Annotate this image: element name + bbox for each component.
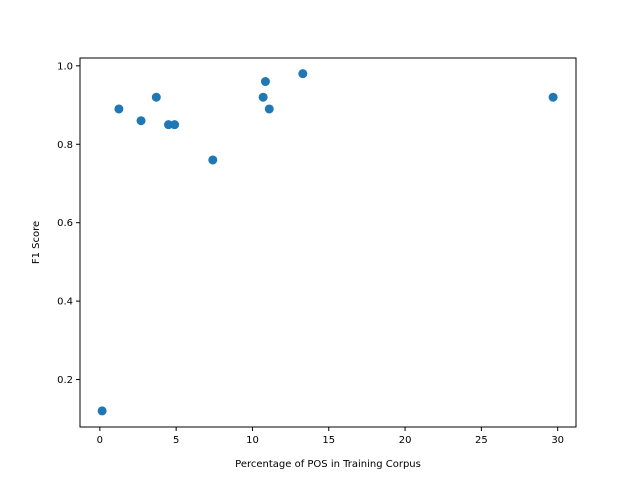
data-point [298, 69, 308, 79]
x-tick-label: 10 [246, 435, 259, 446]
data-point [548, 92, 558, 102]
data-point [151, 92, 161, 102]
y-tick-label: 0.4 [57, 297, 73, 308]
data-points [97, 69, 558, 416]
y-tick-label: 0.6 [57, 218, 73, 229]
data-point [208, 155, 218, 165]
data-point [258, 92, 268, 102]
data-point [136, 116, 146, 126]
y-tick-label: 1.0 [57, 61, 73, 72]
x-tick-label: 20 [399, 435, 412, 446]
data-point [97, 406, 107, 416]
x-tick-label: 0 [97, 435, 103, 446]
data-point [260, 77, 270, 87]
plot-frame [79, 57, 577, 428]
data-point [170, 120, 180, 130]
x-axis-ticks: 0 5 10 15 20 25 30 [97, 427, 564, 446]
x-tick-label: 5 [173, 435, 179, 446]
data-point [264, 104, 274, 114]
data-point [114, 104, 124, 114]
x-tick-label: 15 [322, 435, 335, 446]
x-tick-label: 25 [475, 435, 488, 446]
x-tick-label: 30 [551, 435, 564, 446]
y-axis-label: F1 Score [31, 221, 42, 264]
x-axis-label: Percentage of POS in Training Corpus [235, 459, 421, 470]
y-tick-label: 0.8 [57, 140, 73, 151]
y-axis-ticks: 0.2 0.4 0.6 0.8 1.0 [57, 61, 80, 386]
y-tick-label: 0.2 [57, 375, 73, 386]
